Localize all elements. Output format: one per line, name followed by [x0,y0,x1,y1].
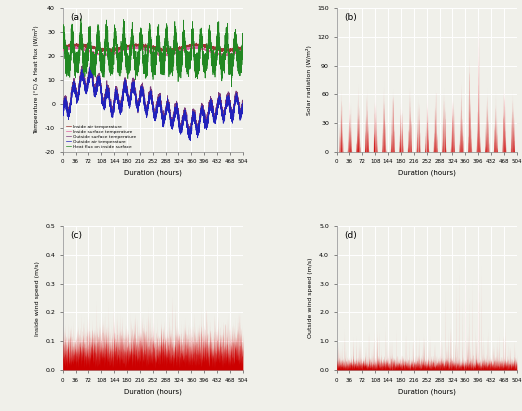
Inside surface temperature [177,50,183,55]
Inside air temperature [168,48,174,53]
Inside air temperature [194,44,200,49]
Inside surface temperature [208,48,214,53]
Inside surface temperature [194,44,200,49]
Line: Outside air temperature: Outside air temperature [63,66,243,141]
Legend: Inside air temperature, Inside surface temperature, Outside surface temperature,: Inside air temperature, Inside surface t… [65,124,137,150]
Outside surface temperature [128,92,135,97]
Text: (b): (b) [344,12,357,21]
Heat flux on inside surface [240,42,246,46]
Outside air temperature [92,92,99,97]
Outside air temperature [177,129,183,134]
Outside air temperature [240,104,246,109]
Outside surface temperature [168,118,174,123]
Outside air temperature [187,138,193,143]
Outside air temperature [87,64,93,69]
Outside surface temperature [60,113,66,118]
Outside surface temperature [177,127,183,132]
Outside air temperature [60,115,66,120]
Inside surface temperature [162,54,169,59]
Inside surface temperature [60,48,66,53]
Outside air temperature [168,122,174,127]
Inside air temperature [240,46,246,51]
Outside air temperature [194,125,200,130]
Inside surface temperature [128,46,135,51]
Outside surface temperature [92,90,99,95]
Outside surface temperature [87,60,93,65]
Inside air temperature [194,41,200,46]
Outside surface temperature [187,136,193,141]
Heat flux on inside surface [194,69,200,74]
Outside air temperature [208,102,214,107]
Line: Outside surface temperature: Outside surface temperature [63,62,243,139]
Line: Inside surface temperature: Inside surface temperature [63,46,243,56]
Heat flux on inside surface [208,42,214,47]
X-axis label: Duration (hours): Duration (hours) [398,388,456,395]
Heat flux on inside surface [60,39,66,44]
Heat flux on inside surface [78,16,84,21]
Inside air temperature [60,45,66,50]
Heat flux on inside surface [177,51,183,55]
Y-axis label: Outside wind speed (m/s): Outside wind speed (m/s) [309,258,314,338]
Inside air temperature [166,50,172,55]
Inside air temperature [208,44,214,48]
Text: (a): (a) [70,12,82,21]
Y-axis label: Inside wind speed (m/s): Inside wind speed (m/s) [34,261,40,335]
Inside air temperature [92,46,99,51]
Heat flux on inside surface [92,61,99,66]
Text: (c): (c) [70,231,82,240]
Heat flux on inside surface [128,43,135,48]
Y-axis label: Temperature (°C) & Heat flux (W/m²): Temperature (°C) & Heat flux (W/m²) [33,25,39,134]
Line: Heat flux on inside surface: Heat flux on inside surface [63,19,243,87]
Inside air temperature [128,42,135,47]
Inside surface temperature [194,45,200,50]
Text: (d): (d) [344,231,357,240]
Outside surface temperature [208,100,214,105]
Inside surface temperature [92,50,99,55]
Inside air temperature [177,46,183,51]
Line: Inside air temperature: Inside air temperature [63,43,243,52]
Outside surface temperature [240,104,246,109]
Inside surface temperature [240,47,246,52]
Y-axis label: Solar radiation (W/m²): Solar radiation (W/m²) [305,45,312,115]
X-axis label: Duration (hours): Duration (hours) [124,388,182,395]
X-axis label: Duration (hours): Duration (hours) [124,170,182,176]
Outside air temperature [128,93,135,98]
Heat flux on inside surface [168,54,174,59]
X-axis label: Duration (hours): Duration (hours) [398,170,456,176]
Inside surface temperature [168,51,174,55]
Outside surface temperature [194,125,200,129]
Heat flux on inside surface [229,84,235,89]
